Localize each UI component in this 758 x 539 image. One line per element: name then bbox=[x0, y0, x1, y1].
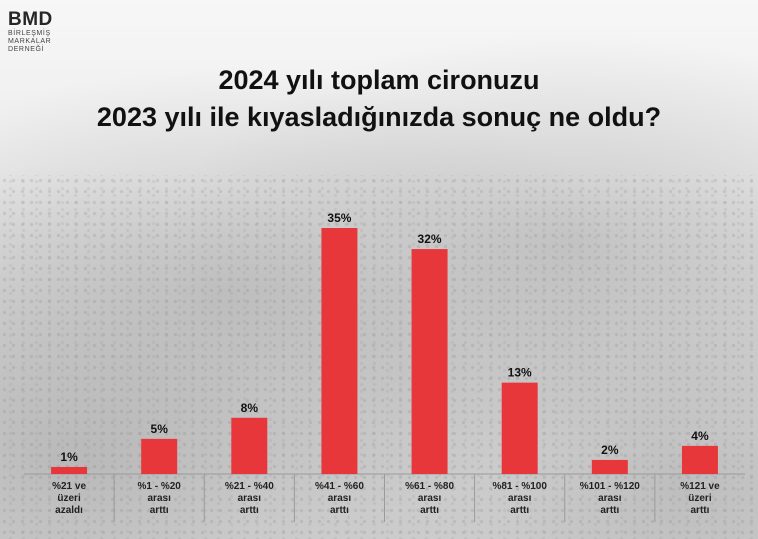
category-label: %121 ve bbox=[680, 481, 720, 492]
category-label: arası bbox=[148, 493, 172, 504]
bar bbox=[321, 228, 358, 474]
data-label: 13% bbox=[508, 366, 532, 380]
chart-title-line-2: 2023 yılı ile kıyasladığınızda sonuç ne … bbox=[96, 102, 662, 132]
data-label: 35% bbox=[327, 211, 351, 225]
category-label: arttı bbox=[240, 505, 259, 516]
category-label: azaldı bbox=[55, 505, 83, 516]
category-label: arttı bbox=[330, 505, 349, 516]
logo-line-2: MARKALAR bbox=[8, 38, 52, 45]
bar bbox=[141, 438, 178, 474]
bar bbox=[51, 466, 88, 474]
background-crowd-texture bbox=[0, 175, 758, 539]
chart-title: 2024 yılı toplam cironuzu 2023 yılı ile … bbox=[0, 62, 758, 136]
chart-title-line-1: 2024 yılı toplam cironuzu bbox=[218, 65, 540, 95]
bmd-logo: BMD BİRLEŞMİŞ MARKALAR DERNEĞİ bbox=[8, 10, 53, 54]
category-label: %101 - %120 bbox=[580, 481, 640, 492]
category-label: arası bbox=[418, 493, 442, 504]
category-label: %61 - %80 bbox=[405, 481, 454, 492]
category-label: arttı bbox=[600, 505, 619, 516]
data-label: 5% bbox=[151, 422, 169, 436]
logo-line-1: BİRLEŞMİŞ bbox=[8, 30, 51, 37]
category-label: %21 - %40 bbox=[225, 481, 274, 492]
category-label: %41 - %60 bbox=[315, 481, 364, 492]
category-label: arttı bbox=[510, 505, 529, 516]
data-label: 2% bbox=[601, 443, 619, 457]
category-label: arttı bbox=[150, 505, 169, 516]
category-label: arttı bbox=[420, 505, 439, 516]
logo-line-3: DERNEĞİ bbox=[8, 46, 45, 53]
category-label: arası bbox=[328, 493, 352, 504]
data-label: 1% bbox=[60, 450, 78, 464]
bar bbox=[411, 249, 448, 474]
bar bbox=[681, 445, 718, 474]
category-label: arası bbox=[508, 493, 532, 504]
data-label: 32% bbox=[418, 232, 442, 246]
data-label: 4% bbox=[691, 429, 709, 443]
category-label: üzeri bbox=[688, 493, 712, 504]
category-label: %1 - %20 bbox=[138, 481, 182, 492]
category-label: %81 - %100 bbox=[492, 481, 547, 492]
category-label: arası bbox=[598, 493, 622, 504]
bar bbox=[231, 417, 268, 474]
data-label: 8% bbox=[241, 401, 259, 415]
logo-mark: BMD bbox=[8, 9, 53, 30]
category-label: arası bbox=[238, 493, 262, 504]
category-label: üzeri bbox=[57, 493, 81, 504]
category-label: arttı bbox=[690, 505, 709, 516]
bar bbox=[591, 459, 628, 474]
bar bbox=[501, 382, 538, 474]
category-label: %21 ve bbox=[52, 481, 86, 492]
